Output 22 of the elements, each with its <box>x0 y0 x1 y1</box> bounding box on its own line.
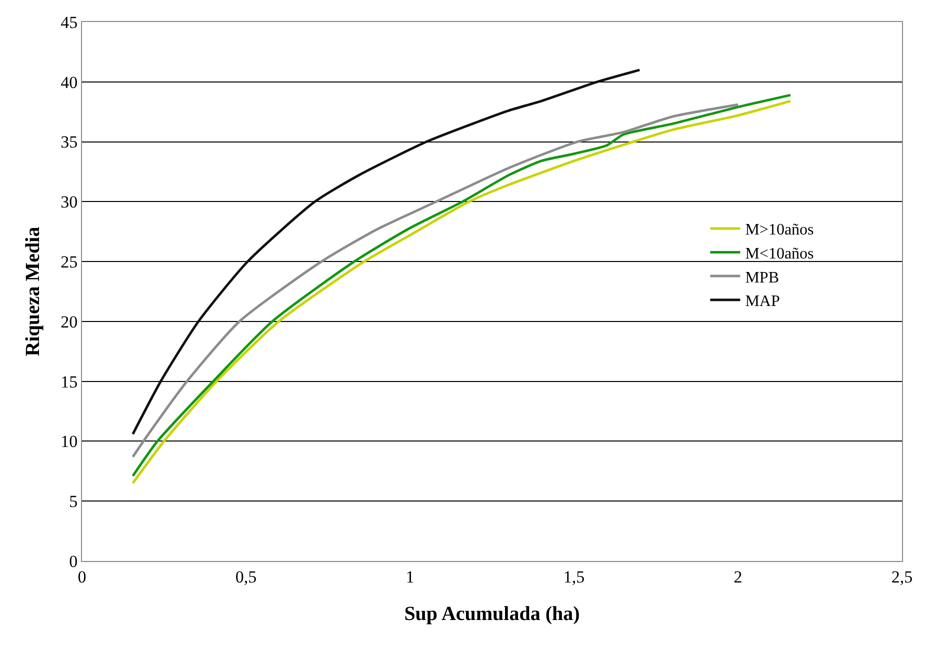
y-axis-title: Riqueza Media <box>22 226 44 356</box>
legend-label: M<10años <box>745 245 814 262</box>
y-tick-label: 0 <box>69 552 78 571</box>
x-tick-label: 2,5 <box>891 567 913 586</box>
y-tick-label: 5 <box>69 492 78 512</box>
line-series <box>132 68 641 436</box>
x-tick-label: 0,5 <box>235 567 257 586</box>
legend-label: M>10años <box>745 222 814 239</box>
y-tick-label: 40 <box>60 72 78 92</box>
y-tick-label: 45 <box>60 12 78 32</box>
y-tick-label: 20 <box>60 312 78 332</box>
x-tick-label: 2 <box>734 567 742 586</box>
x-tick-label: 1 <box>406 567 414 586</box>
x-axis-title: Sup Acumulada (ha) <box>404 602 580 625</box>
legend-label: MAP <box>745 293 780 310</box>
x-tick-label: 1,5 <box>563 567 585 586</box>
y-tick-label: 25 <box>60 252 78 272</box>
y-tick-label: 30 <box>60 192 78 212</box>
y-tick-label: 10 <box>60 432 78 452</box>
legend-label: MPB <box>745 269 779 286</box>
y-tick-label: 15 <box>60 372 78 392</box>
y-tick-label: 35 <box>60 132 78 152</box>
